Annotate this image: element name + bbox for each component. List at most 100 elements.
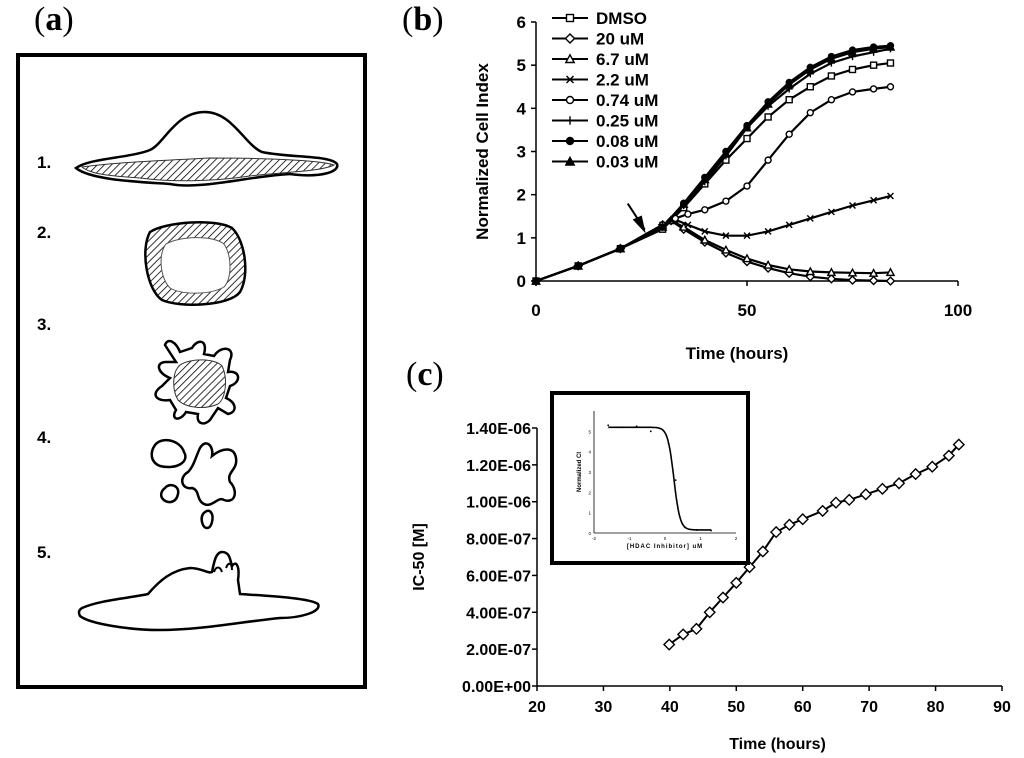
data-point (722, 197, 730, 205)
data-point-shape (680, 203, 688, 212)
data-point-shape (784, 79, 794, 89)
data-point (942, 449, 956, 462)
data-point (849, 201, 856, 209)
series-line (668, 443, 960, 646)
data-point-shape (885, 267, 896, 277)
data-point (763, 263, 773, 273)
data-point (680, 203, 688, 212)
data-point (785, 78, 793, 87)
data-point-shape (531, 275, 541, 285)
data-point-shape (885, 41, 896, 51)
legend-marker (565, 95, 575, 105)
inset-x-axis-title: [HDAC Inhibitor] uM (627, 544, 703, 550)
data-point-stroke2 (722, 232, 730, 240)
data-point-stroke2 (671, 216, 679, 224)
data-point (658, 221, 667, 229)
data-point (784, 264, 794, 274)
data-point (785, 95, 793, 104)
data-point-stroke1 (764, 227, 772, 235)
data-point (616, 244, 625, 253)
data-point-shape (703, 606, 716, 619)
data-point (730, 576, 743, 589)
data-point-shape (657, 221, 668, 231)
panel-label-c: (c) (406, 356, 444, 393)
series-line (535, 194, 891, 283)
data-point-stroke1 (722, 232, 730, 240)
inset-data-point (649, 430, 652, 433)
ic50-series (663, 438, 966, 651)
data-point (805, 266, 816, 276)
data-point-shape (847, 47, 858, 56)
data-point (722, 147, 730, 156)
legend-label: 6.7 uM (596, 50, 649, 69)
data-point-shape (716, 591, 730, 604)
series-line (535, 44, 891, 283)
data-point (574, 262, 582, 270)
data-point (678, 199, 689, 208)
x-tick-label: 90 (993, 699, 1011, 716)
series-6 (532, 42, 895, 285)
data-point-shape (827, 95, 836, 104)
data-point (886, 192, 894, 200)
legend-entry-0: DMSO (552, 9, 647, 28)
y-tick-label: 5 (517, 56, 526, 75)
data-point (743, 134, 751, 143)
data-point-shape (684, 210, 692, 218)
data-point (784, 79, 794, 89)
data-point (848, 52, 857, 61)
series-line (535, 219, 891, 283)
series-1 (531, 215, 896, 286)
data-point-shape (701, 206, 709, 214)
data-point-stroke1 (671, 216, 679, 224)
cell-shape-1 (73, 110, 339, 187)
series-line (535, 219, 891, 283)
data-point (868, 275, 879, 286)
data-point (678, 224, 689, 235)
data-point (848, 46, 857, 54)
data-point-shape (785, 130, 793, 138)
data-point (847, 267, 858, 277)
data-point-stroke2 (764, 227, 772, 235)
series-line (535, 61, 891, 283)
y-axis-title: Normalized Cell Index (473, 63, 492, 240)
data-point-shape (678, 221, 689, 231)
data-point-shape (769, 525, 783, 539)
data-point-shape (615, 243, 626, 253)
data-point-shape (743, 560, 756, 574)
data-point-shape (829, 496, 843, 509)
data-point (722, 156, 730, 164)
data-point (657, 219, 668, 229)
y-axis-title: IC-50 [M] (411, 523, 428, 591)
data-point-stroke1 (684, 221, 692, 229)
data-point-shape (680, 199, 688, 208)
data-point-shape (764, 156, 772, 164)
y-tick-label: 2.00E-07 (466, 642, 531, 659)
x-tick-label: 50 (738, 301, 757, 320)
data-point-shape (531, 276, 541, 286)
data-point-stroke2 (827, 208, 835, 216)
data-point-shape (763, 259, 773, 269)
data-point (868, 43, 879, 53)
data-point-shape (721, 248, 731, 258)
data-point (721, 244, 731, 254)
data-point (848, 65, 857, 74)
data-point-shape (616, 244, 625, 253)
x-tick-label: 30 (595, 699, 613, 716)
data-point-shape (806, 63, 814, 72)
data-point (680, 201, 688, 210)
data-point-shape (701, 173, 709, 182)
data-point-shape (876, 482, 889, 496)
inset-fit-curve (608, 426, 712, 531)
cell-shape-2 (144, 220, 247, 306)
data-point (743, 232, 751, 240)
data-point (848, 88, 857, 96)
x-tick-label: 70 (860, 699, 878, 716)
data-point-shape (826, 53, 837, 63)
x-axis-title: Time (hours) (729, 736, 826, 753)
data-point (742, 256, 752, 267)
data-point-shape (658, 225, 667, 233)
data-point (885, 41, 896, 51)
legend-marker (565, 13, 575, 23)
data-point-shape (847, 267, 858, 277)
